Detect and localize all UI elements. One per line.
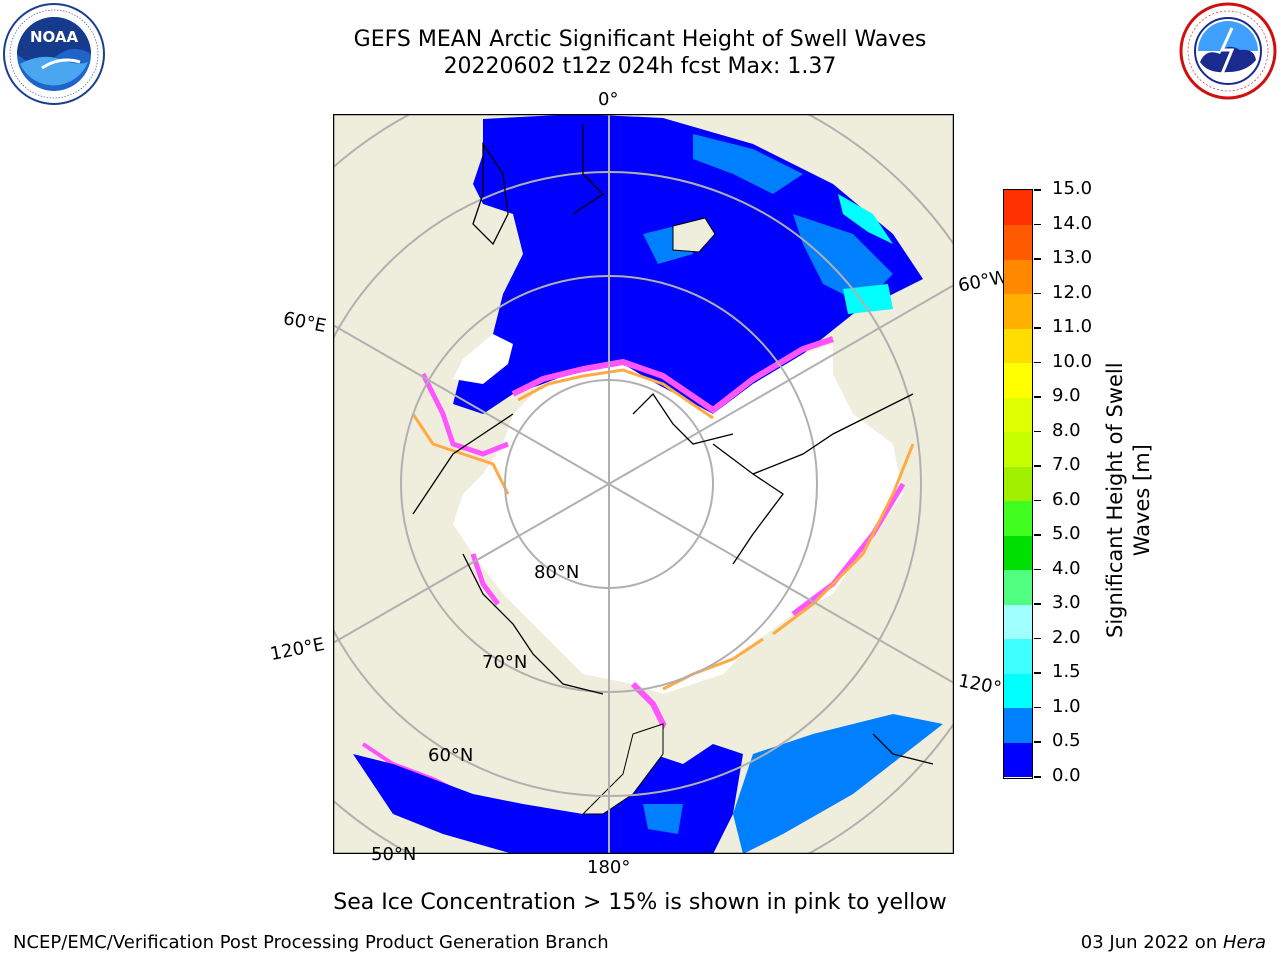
colorbar-tick-label: 6.0 <box>1052 488 1081 510</box>
colorbar-segment <box>1004 190 1032 226</box>
colorbar-tick-label: 12.0 <box>1052 281 1093 303</box>
chart-subtitle: 20220602 t12z 024h fcst Max: 1.37 <box>443 54 837 79</box>
colorbar-tick-mark <box>1034 672 1041 674</box>
swell-patch <box>693 134 803 194</box>
ocean-atlantic <box>453 114 923 414</box>
latitude-label: 60°N <box>428 745 474 766</box>
colorbar-segment <box>1004 466 1032 502</box>
colorbar-tick-mark <box>1034 568 1041 571</box>
longitude-label: 180° <box>587 857 631 878</box>
footer-host: Hera <box>1222 932 1266 953</box>
colorbar-tick-label: 0.5 <box>1052 730 1081 752</box>
colorbar-segment <box>1004 604 1032 640</box>
chart-title: GEFS MEAN Arctic Significant Height of S… <box>353 27 927 52</box>
colorbar-segment <box>1004 742 1032 778</box>
colorbar-tick-label: 15.0 <box>1052 178 1093 199</box>
noaa-logo-icon: NOAA <box>3 3 105 105</box>
colorbar-tick-label: 9.0 <box>1052 385 1081 407</box>
colorbar-tick-mark <box>1034 603 1041 605</box>
colorbar-tick-mark <box>1034 430 1041 433</box>
colorbar-tick-label: 13.0 <box>1052 247 1093 269</box>
longitude-label: 0° <box>598 89 619 110</box>
colorbar-tick-mark <box>1034 534 1041 536</box>
colorbar-segment <box>1004 673 1032 709</box>
latitude-label: 70°N <box>482 652 528 673</box>
colorbar-tick-label: 7.0 <box>1052 454 1081 476</box>
colorbar-tick-mark <box>1034 223 1041 226</box>
latitude-label: 50°N <box>371 844 417 865</box>
colorbar-tick-label: 10.0 <box>1052 350 1093 372</box>
colorbar-tick-label: 4.0 <box>1052 557 1081 579</box>
colorbar-tick-label: 0.0 <box>1052 765 1081 786</box>
colorbar-tick-mark <box>1034 361 1041 364</box>
noaa-logo-text: NOAA <box>30 28 79 46</box>
colorbar-tick-label: 1.5 <box>1052 661 1081 683</box>
colorbar-tick-mark <box>1034 258 1041 260</box>
colorbar-tick-mark <box>1034 465 1041 467</box>
colorbar-label: Significant Height of Swell Waves [m] <box>1102 362 1156 638</box>
footer-date: 03 Jun 2022 on Hera <box>1081 932 1266 953</box>
colorbar <box>1003 189 1033 779</box>
polar-map <box>333 114 954 854</box>
colorbar-tick-mark <box>1034 396 1041 398</box>
colorbar-label-line1: Significant Height of Swell <box>1103 362 1127 638</box>
longitude-label: 120°E <box>268 633 327 666</box>
colorbar-tick-mark <box>1034 637 1041 640</box>
colorbar-segment <box>1004 259 1032 295</box>
footer-date-text: 03 Jun 2022 on <box>1080 932 1223 953</box>
colorbar-tick-label: 3.0 <box>1052 592 1081 614</box>
colorbar-tick-mark <box>1034 776 1041 778</box>
colorbar-tick-label: 11.0 <box>1052 316 1093 338</box>
colorbar-segment <box>1004 638 1032 674</box>
colorbar-segment <box>1004 397 1032 433</box>
colorbar-segment <box>1004 569 1032 605</box>
longitude-label: 60°E <box>281 308 328 337</box>
colorbar-segment <box>1004 431 1032 467</box>
colorbar-tick-mark <box>1034 499 1041 502</box>
colorbar-tick-mark <box>1034 189 1041 191</box>
colorbar-segment <box>1004 224 1032 260</box>
colorbar-tick-label: 14.0 <box>1052 212 1093 234</box>
colorbar-segment <box>1004 362 1032 398</box>
colorbar-tick-label: 8.0 <box>1052 419 1081 441</box>
colorbar-segment <box>1004 500 1032 536</box>
colorbar-tick-label: 2.0 <box>1052 626 1081 648</box>
colorbar-segment <box>1004 535 1032 571</box>
colorbar-segment <box>1004 707 1032 743</box>
nws-logo-icon <box>1179 2 1277 100</box>
graticule <box>333 114 954 854</box>
colorbar-tick-mark <box>1034 706 1041 709</box>
colorbar-segment <box>1004 328 1032 364</box>
footer-credit: NCEP/EMC/Verification Post Processing Pr… <box>13 932 609 953</box>
colorbar-segment <box>1004 293 1032 329</box>
latitude-label: 80°N <box>534 562 580 583</box>
colorbar-tick-mark <box>1034 327 1041 329</box>
colorbar-tick-mark <box>1034 292 1041 295</box>
colorbar-tick-label: 1.0 <box>1052 695 1081 717</box>
longitude-label: 60°W <box>956 266 1010 297</box>
colorbar-ticks: 0.0 0.5 1.0 1.5 2.0 3.0 4.0 5.0 6.0 7.0 8.0 9.0 10.0… <box>1034 178 1114 786</box>
sea-ice-region <box>453 344 903 694</box>
colorbar-tick-mark <box>1034 741 1041 743</box>
colorbar-tick-label: 5.0 <box>1052 523 1081 545</box>
swell-patch-cyan <box>838 194 893 244</box>
colorbar-label-line2: Waves [m] <box>1130 444 1154 557</box>
sea-ice-note: Sea Ice Concentration > 15% is shown in … <box>333 890 947 915</box>
